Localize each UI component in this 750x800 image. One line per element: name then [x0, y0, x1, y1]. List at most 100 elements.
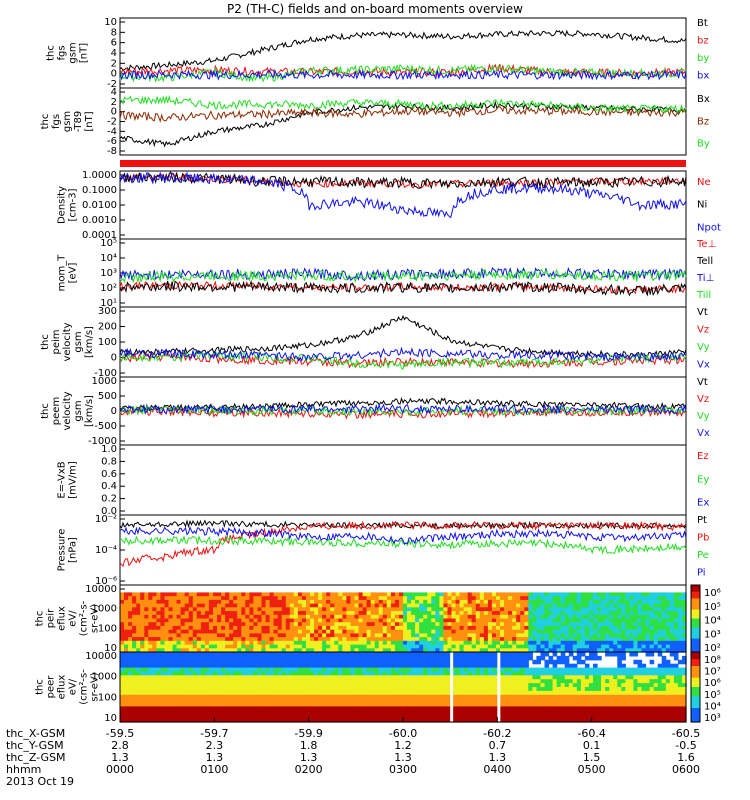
panel-peem-velocity: thc peem velocity gsm [km/s] 1000 500 0 -500 -100… [40, 376, 710, 447]
colorbar-tick-label: 10⁶ [704, 678, 721, 689]
series-line-2 [119, 349, 687, 370]
y-tick-label: 100 [98, 692, 117, 703]
legend-entry: Ez [697, 451, 709, 462]
y-axis-label: thc [35, 679, 46, 695]
colorbar-cell [691, 627, 700, 631]
x-tick-label: 2.3 [206, 739, 224, 752]
series-line-1 [119, 279, 687, 297]
y-axis-label: Pressure [57, 529, 68, 572]
colorbar-cell [691, 634, 700, 637]
legend-entry: by [697, 53, 709, 64]
panel-efield: E=-VxB [mV/m] 1.00.8 0.60.4 0.20.0 Ez Ey Ex [57, 444, 710, 517]
colorbar-cell [691, 654, 700, 658]
y-axis-label: [km/s] [84, 326, 95, 358]
legend-entry: Te⊥ [696, 239, 716, 250]
legend-entry: bz [697, 36, 709, 47]
y-tick-label: 2 [111, 58, 117, 69]
x-tick-label: 0500 [578, 763, 606, 776]
y-axis-label: [nT] [79, 43, 90, 63]
colorbar-cell [691, 611, 700, 615]
panel-fgs-dsl: thc fgs gsm -T89 [nT] 420-2-4-6-8 Bx Bz By [40, 87, 710, 157]
y-tick-label: -2 [107, 117, 117, 128]
colorbar-tick-label: 10⁵ [704, 690, 721, 701]
y-axis-label: (cm²-s- [79, 600, 90, 636]
y-tick-label: 10¹ [100, 298, 117, 309]
x-tick-label: 0400 [483, 763, 511, 776]
y-axis-label: thc [35, 611, 46, 627]
series-line-2 [119, 534, 687, 555]
y-axis-label: thc [40, 114, 51, 130]
series-line-3 [119, 403, 687, 415]
y-tick-label: 0.0100 [82, 200, 117, 211]
legend-entry: Pt [697, 515, 707, 526]
colorbar-cell [691, 673, 700, 676]
y-axis-label: peer [46, 675, 57, 699]
y-axis-label: E=-VxB [57, 461, 68, 498]
legend-entry: Bt [697, 18, 708, 29]
y-axis-label: peir [46, 608, 57, 628]
colorbar-cell [691, 587, 700, 591]
colorbar-cell [691, 680, 700, 683]
colorbar-cell [691, 719, 700, 723]
y-tick-label: 300 [98, 306, 117, 317]
colorbar-cell [691, 598, 700, 602]
y-axis-label: thc [46, 45, 57, 61]
series-line-2 [119, 63, 687, 84]
series-line-2 [119, 94, 687, 115]
y-axis-label: mom_T [57, 254, 68, 292]
colorbar-cell [691, 609, 700, 613]
colorbar-tick-label: 10³ [704, 629, 721, 640]
y-tick-label: 1.0 [101, 444, 117, 455]
colorbar-cell [691, 638, 700, 642]
colorbar-cell [691, 708, 700, 711]
y-tick-label: 8 [111, 27, 117, 38]
y-tick-label: -1000 [88, 436, 117, 447]
x-tick-label: 1.8 [300, 739, 318, 752]
colorbar-cell [691, 705, 700, 709]
orbit-flag-bar [120, 160, 686, 167]
colorbar-cell [691, 625, 700, 629]
colorbar-cell [691, 661, 700, 665]
colorbar-cell [691, 701, 700, 704]
y-tick-label: 0.0 [101, 506, 117, 517]
panel-frame [119, 444, 687, 516]
legend-entry: Ex [697, 498, 709, 509]
y-tick-label: 10⁵ [100, 238, 117, 249]
x-tick-label: -60.4 [577, 727, 605, 740]
y-axis-label: peem [51, 397, 62, 425]
colorbar-cell [691, 607, 700, 611]
colorbar-cell [691, 622, 700, 626]
panel-pressure: Pressure [nPa] 10⁻² 10⁻⁴ 10⁻⁶ Pt Pb Pe Pi [57, 514, 710, 587]
x-tick-label: 1.3 [300, 751, 318, 764]
x-row-label: thc_Y-GSM [6, 739, 64, 752]
page-title: P2 (TH-C) fields and on-board moments ov… [227, 2, 523, 16]
y-tick-label: 1.0000 [82, 170, 117, 181]
colorbar-tick-label: 10⁸ [704, 655, 721, 666]
legend-entry: Pb [697, 533, 709, 544]
colorbar-cell [691, 691, 700, 695]
colorbar-cell [691, 696, 700, 700]
y-axis-label: eV/ [68, 610, 79, 627]
y-tick-label: 10⁻² [95, 514, 117, 525]
series-line-0 [119, 396, 687, 413]
legend-entry: Vx [697, 360, 710, 371]
y-axis-label: velocity [62, 391, 73, 430]
colorbar-cell [691, 682, 700, 686]
legend-entry: Vz [697, 325, 709, 336]
colorbar-cell [691, 698, 700, 702]
colorbar-cell [691, 618, 700, 622]
x-row-label: thc_Z-GSM [6, 751, 66, 764]
y-tick-label: 2 [111, 97, 117, 108]
y-tick-label: 6 [111, 38, 117, 49]
y-tick-label: 1000 [92, 376, 117, 387]
series-line-1 [119, 520, 687, 568]
legend-entry: Vt [697, 307, 708, 318]
legend-entry: Bx [697, 94, 710, 105]
y-tick-label: 0.1000 [82, 185, 117, 196]
colorbar-cell [691, 675, 700, 679]
y-tick-label: 100 [98, 337, 117, 348]
colorbar-cell [691, 602, 700, 606]
colorbar-tick-label: 10⁷ [704, 667, 721, 678]
legend-entry: By [697, 139, 710, 150]
colorbar-tick-label: 10⁴ [704, 616, 721, 627]
